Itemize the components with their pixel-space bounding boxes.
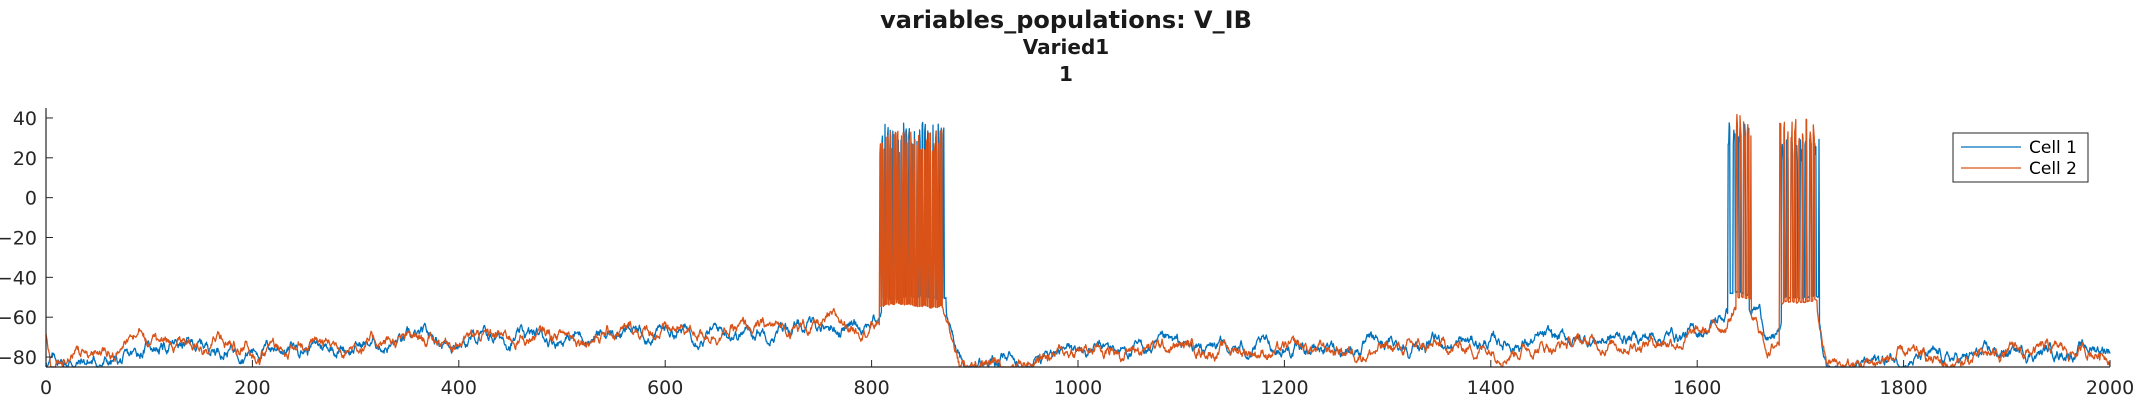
x-tick-label: 600 [647,377,683,399]
legend-label-1: Cell 1 [2029,138,2077,158]
y-tick-label: −80 [0,347,37,369]
y-tick-label: 20 [13,148,37,170]
series-line-2 [45,113,2111,368]
y-tick-label: −40 [0,267,37,289]
legend-label-2: Cell 2 [2029,159,2077,179]
chart-title: variables_populations: V_IB [880,6,1252,34]
x-tick-label: 200 [234,377,270,399]
chart-subtitle-2: 1 [1059,62,1073,86]
y-tick-label: 40 [13,108,37,130]
y-tick-label: −20 [0,228,37,250]
x-tick-label: 1200 [1260,377,1308,399]
axes: 0 200 400 600 800 1000 1200 1400 1600 1800 2000402… [0,108,2133,399]
series-layer [45,113,2111,368]
y-tick-label: −60 [0,307,37,329]
x-tick-label: 400 [441,377,477,399]
x-tick-label: 1800 [1879,377,1927,399]
y-tick-label: 0 [25,188,37,210]
x-tick-label: 800 [853,377,889,399]
x-tick-label: 1400 [1467,377,1515,399]
x-tick-label: 1000 [1054,377,1102,399]
chart-subtitle: Varied1 [1023,35,1109,59]
series-line-1 [45,121,2111,368]
x-tick-label: 1600 [1673,377,1721,399]
legend-box [1952,132,2089,183]
x-tick-label: 0 [40,377,52,399]
x-tick-label: 2000 [2086,377,2133,399]
